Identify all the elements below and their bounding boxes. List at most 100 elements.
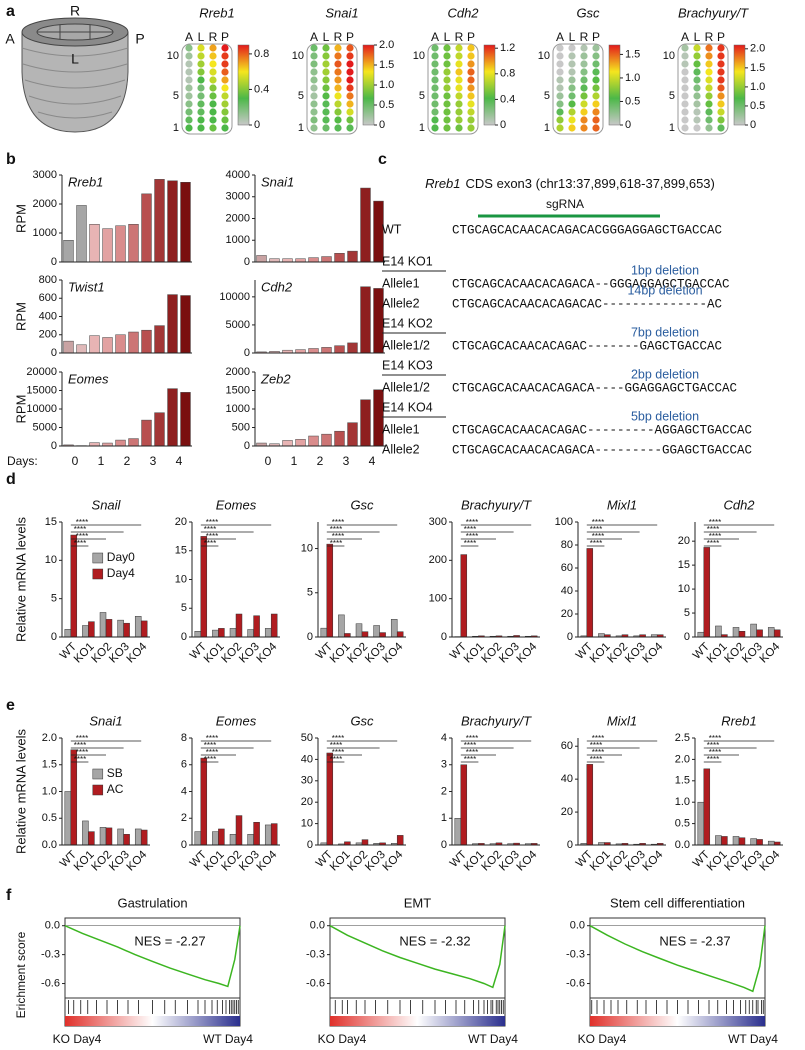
y-tick-label: 20000	[26, 366, 57, 378]
y-tick-label: 1.0	[42, 785, 57, 797]
bar	[270, 823, 278, 846]
significance-label: ****	[466, 532, 478, 541]
dot	[693, 76, 701, 84]
bar	[334, 430, 345, 447]
column-label: R	[580, 30, 589, 44]
dot	[592, 68, 600, 76]
bar	[347, 422, 358, 447]
dot	[681, 52, 689, 60]
y-tick-label: 5000	[33, 421, 57, 433]
dot	[197, 68, 205, 76]
dot	[455, 92, 463, 100]
colorbar-tick-label: 0.5	[750, 100, 765, 112]
bar	[334, 345, 345, 354]
dot	[580, 108, 588, 116]
x-tick-label: KO4	[515, 640, 540, 665]
dot	[185, 68, 193, 76]
y-tick-label: 300	[429, 516, 447, 528]
colorbar-tick-label: 0.5	[379, 99, 394, 111]
dot	[580, 124, 588, 132]
chart-title: EMT	[404, 895, 432, 910]
chart-title: Snai1	[89, 713, 122, 728]
significance-label: ****	[590, 539, 602, 548]
dot	[592, 116, 600, 124]
dot	[346, 92, 354, 100]
y-tick-label: 4	[181, 785, 187, 797]
dot	[431, 84, 439, 92]
y-tick-label: 4000	[226, 169, 250, 181]
bar	[750, 838, 757, 846]
dot	[443, 116, 451, 124]
significance-label: ****	[74, 525, 86, 534]
y-tick-label: 0.0	[570, 920, 585, 932]
dot	[681, 116, 689, 124]
low-label: KO Day4	[578, 1032, 627, 1046]
sequence: CTGCAGCACAACACAGACA----GGAGGAGCTGACCAC	[452, 381, 737, 395]
bar	[347, 342, 358, 354]
enrichment-curve	[329, 925, 506, 989]
colorbar-tick-label: 1.5	[750, 62, 765, 74]
significance-label: ****	[707, 525, 719, 534]
legend-swatch	[92, 568, 104, 580]
y-tick-label: 40	[301, 753, 313, 765]
bar	[247, 629, 254, 638]
colorbar-tick-label: 1.5	[625, 48, 640, 60]
diagram-label: A	[5, 31, 15, 47]
x-tick-label: 1	[291, 454, 298, 468]
y-tick-label: 10	[45, 554, 57, 566]
significance-label: ****	[464, 525, 476, 534]
dot	[592, 108, 600, 116]
bar	[253, 615, 260, 638]
dot	[580, 68, 588, 76]
dot	[197, 44, 205, 52]
y-tick-label: 5	[419, 90, 425, 102]
panel-label: e	[6, 697, 15, 714]
bar	[63, 240, 74, 263]
colorbar-tick-label: 0	[625, 119, 631, 131]
rank-gradient	[590, 1016, 765, 1026]
bar	[229, 834, 237, 846]
y-tick-label: 2000	[226, 212, 250, 224]
y-tick-label: 10	[663, 50, 675, 62]
chart-title: Brachyury/T	[678, 5, 749, 20]
dot	[221, 100, 229, 108]
bar	[89, 224, 100, 263]
bar	[338, 614, 345, 638]
dot	[717, 76, 725, 84]
significance-label: ****	[332, 748, 344, 757]
dot	[556, 84, 564, 92]
significance-label: ****	[330, 741, 342, 750]
bar	[460, 764, 468, 846]
y-tick-label: 20	[561, 608, 573, 620]
low-label: KO Day4	[53, 1032, 102, 1046]
y-tick-label: 0.0	[45, 920, 60, 932]
bar	[703, 547, 711, 638]
significance-label: ****	[206, 518, 218, 527]
dot	[185, 108, 193, 116]
x-tick-label: KO4	[381, 640, 406, 665]
colorbar-tick-label: 2.0	[750, 43, 765, 55]
significance-label: ****	[592, 518, 604, 527]
y-tick-label: 0	[181, 839, 187, 851]
legend-swatch	[92, 552, 104, 564]
bar	[253, 822, 260, 846]
y-tick-label: 5	[298, 90, 304, 102]
row-label: Allele2	[382, 296, 420, 310]
colorbar-tick-label: 1.0	[750, 81, 765, 93]
significance-label: ****	[707, 539, 719, 548]
group-name: E14 KO2	[382, 316, 433, 330]
y-tick-label: 500	[232, 421, 250, 433]
y-tick-label: 200	[39, 329, 57, 341]
chart-title: Zeb2	[260, 371, 291, 386]
dot	[717, 124, 725, 132]
dot	[580, 52, 588, 60]
dot	[705, 76, 713, 84]
dot	[443, 124, 451, 132]
bar	[773, 629, 781, 638]
dot	[431, 68, 439, 76]
bar	[180, 182, 191, 263]
dot	[431, 52, 439, 60]
dot	[455, 44, 463, 52]
dot	[221, 44, 229, 52]
significance-label: ****	[330, 525, 342, 534]
